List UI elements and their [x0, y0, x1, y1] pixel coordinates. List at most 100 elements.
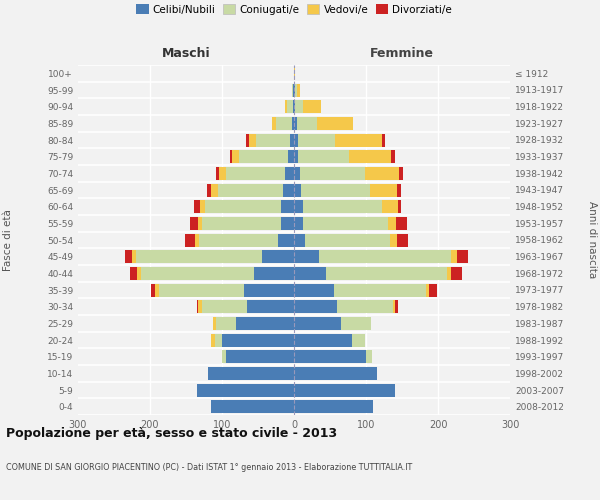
Bar	[301, 184, 370, 196]
Bar	[211, 184, 218, 196]
Bar	[294, 234, 305, 246]
Bar	[305, 234, 390, 246]
Bar	[199, 234, 278, 246]
Bar	[297, 117, 317, 130]
Bar	[295, 84, 297, 96]
Bar	[222, 334, 294, 346]
Bar	[302, 217, 388, 230]
Bar	[262, 250, 294, 263]
Bar	[272, 117, 276, 130]
Bar	[218, 184, 283, 196]
Bar	[382, 200, 398, 213]
Bar	[281, 200, 294, 213]
Bar	[198, 217, 202, 230]
Bar	[365, 167, 399, 180]
Bar	[430, 284, 437, 296]
Bar	[394, 300, 395, 313]
Legend: Celibi/Nubili, Coniugati/e, Vedovi/e, Divorziati/e: Celibi/Nubili, Coniugati/e, Vedovi/e, Di…	[132, 0, 456, 19]
Bar	[222, 350, 226, 363]
Bar	[294, 100, 295, 113]
Bar	[294, 117, 297, 130]
Bar	[136, 250, 262, 263]
Text: COMUNE DI SAN GIORGIO PIACENTINO (PC) - Dati ISTAT 1° gennaio 2013 - Elaborazion: COMUNE DI SAN GIORGIO PIACENTINO (PC) - …	[6, 462, 412, 471]
Bar	[295, 100, 302, 113]
Bar	[294, 350, 366, 363]
Bar	[370, 184, 397, 196]
Bar	[244, 284, 294, 296]
Bar	[399, 167, 403, 180]
Bar	[448, 267, 451, 280]
Bar	[398, 200, 401, 213]
Bar	[232, 150, 239, 163]
Bar	[366, 350, 372, 363]
Bar	[212, 317, 216, 330]
Bar	[151, 284, 155, 296]
Bar	[391, 150, 395, 163]
Bar	[294, 184, 301, 196]
Bar	[208, 367, 294, 380]
Bar	[426, 284, 430, 296]
Bar	[293, 84, 294, 96]
Bar	[297, 84, 301, 96]
Bar	[283, 184, 294, 196]
Bar	[302, 200, 382, 213]
Bar	[286, 100, 287, 113]
Bar	[317, 117, 353, 130]
Bar	[337, 300, 394, 313]
Bar	[382, 134, 385, 146]
Bar	[397, 234, 408, 246]
Bar	[294, 250, 319, 263]
Bar	[254, 267, 294, 280]
Bar	[326, 267, 448, 280]
Bar	[205, 200, 281, 213]
Bar	[292, 84, 293, 96]
Bar	[215, 334, 222, 346]
Bar	[451, 250, 457, 263]
Bar	[230, 150, 232, 163]
Bar	[226, 167, 286, 180]
Bar	[335, 134, 382, 146]
Bar	[288, 150, 294, 163]
Bar	[200, 200, 205, 213]
Bar	[294, 134, 298, 146]
Bar	[130, 267, 137, 280]
Bar	[294, 367, 377, 380]
Bar	[140, 267, 254, 280]
Bar	[194, 200, 200, 213]
Bar	[294, 167, 300, 180]
Bar	[216, 317, 236, 330]
Bar	[197, 300, 198, 313]
Bar	[202, 300, 247, 313]
Bar	[202, 217, 281, 230]
Text: Fasce di età: Fasce di età	[3, 209, 13, 271]
Bar	[294, 400, 373, 413]
Bar	[292, 117, 294, 130]
Bar	[190, 217, 198, 230]
Bar	[219, 167, 226, 180]
Bar	[287, 100, 293, 113]
Bar	[319, 250, 451, 263]
Bar	[211, 400, 294, 413]
Bar	[276, 117, 292, 130]
Bar	[281, 217, 294, 230]
Text: Maschi: Maschi	[161, 47, 211, 60]
Bar	[294, 267, 326, 280]
Bar	[294, 317, 341, 330]
Bar	[125, 250, 132, 263]
Bar	[294, 284, 334, 296]
Bar	[294, 300, 337, 313]
Bar	[226, 350, 294, 363]
Bar	[294, 384, 395, 396]
Bar	[341, 317, 371, 330]
Bar	[294, 84, 295, 96]
Bar	[256, 134, 290, 146]
Bar	[239, 150, 288, 163]
Bar	[158, 284, 244, 296]
Bar	[247, 134, 248, 146]
Bar	[298, 134, 335, 146]
Text: Popolazione per età, sesso e stato civile - 2013: Popolazione per età, sesso e stato civil…	[6, 428, 337, 440]
Bar	[300, 167, 365, 180]
Bar	[294, 217, 302, 230]
Bar	[211, 334, 215, 346]
Bar	[197, 384, 294, 396]
